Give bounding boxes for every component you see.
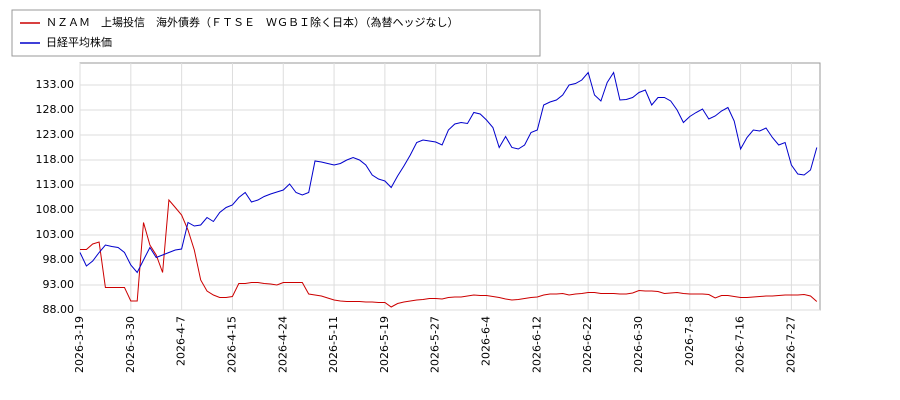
x-tick-label: 2026-4-24 — [276, 316, 289, 373]
legend-label: ＮＺＡＭ 上場投信 海外債券（ＦＴＳＥ ＷＧＢＩ除く日本）（為替ヘッジなし） — [46, 15, 459, 29]
x-tick-label: 2026-4-15 — [225, 316, 238, 373]
y-tick-label: 103.00 — [36, 228, 75, 241]
y-tick-label: 98.00 — [43, 253, 75, 266]
x-tick-label: 2026-3-19 — [73, 316, 86, 373]
plot-area — [79, 62, 821, 311]
x-tick-label: 2026-7-16 — [734, 316, 747, 373]
x-tick-label: 2026-5-19 — [378, 316, 391, 373]
x-tick-label: 2026-6-12 — [530, 316, 543, 373]
x-tick-label: 2026-6-4 — [480, 316, 493, 366]
x-tick-label: 2026-3-30 — [124, 316, 137, 373]
series-line — [80, 198, 818, 308]
y-tick-label: 108.00 — [36, 203, 75, 216]
y-tick-label: 128.00 — [36, 103, 75, 116]
series-line — [79, 71, 818, 274]
y-tick-label: 133.00 — [36, 78, 75, 91]
x-tick-label: 2026-5-11 — [327, 316, 340, 373]
y-tick-label: 93.00 — [43, 278, 75, 291]
legend-box — [11, 9, 541, 57]
x-tick-label: 2026-7-27 — [784, 316, 797, 373]
x-tick-label: 2026-7-8 — [683, 316, 696, 366]
legend-label: 日経平均株価 — [46, 35, 112, 49]
y-tick-label: 118.00 — [36, 153, 75, 166]
x-tick-label: 2026-6-22 — [581, 316, 594, 373]
x-tick-label: 2026-4-7 — [175, 316, 188, 366]
y-tick-label: 88.00 — [43, 303, 75, 316]
y-tick-label: 123.00 — [36, 128, 75, 141]
x-tick-label: 2026-6-30 — [632, 316, 645, 373]
y-tick-label: 113.00 — [36, 178, 75, 191]
x-tick-label: 2026-5-27 — [429, 316, 442, 373]
